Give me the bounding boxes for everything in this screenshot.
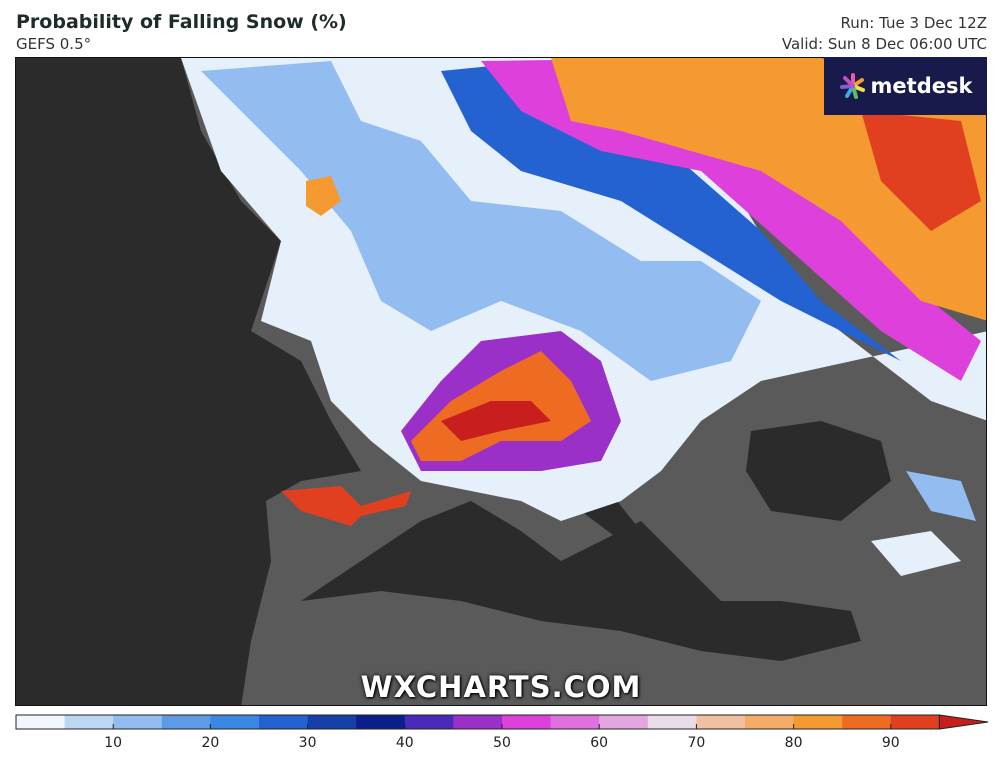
turkey-snow [871,531,961,576]
snow-area-10 [201,61,761,381]
colorbar-tick-label: 80 [784,735,803,751]
colorbar-bin [696,715,746,729]
colorbar-bin [356,715,406,729]
colorbar [15,714,989,730]
colorbar-bin [404,715,454,729]
watermark: WXCHARTS.COM [360,670,642,704]
colorbar-bin [842,715,892,729]
run-info: Run: Tue 3 Dec 12Z Valid: Sun 8 Dec 06:0… [782,13,987,55]
run-time: Run: Tue 3 Dec 12Z [840,14,987,32]
colorbar-tick-label: 40 [395,735,414,751]
colorbar-tick-label: 50 [493,735,511,751]
colorbar-bin [647,715,697,729]
colorbar-bin [550,715,600,729]
map-svg [16,58,986,705]
colorbar-bin [210,715,260,729]
metdesk-logo: metdesk [824,57,987,115]
snow-probability-map [15,57,987,706]
flower-burst-icon [839,73,865,99]
scotland-snow [306,176,341,216]
colorbar-tick-label: 60 [590,735,609,751]
caucasus-snow [906,471,976,521]
colorbar-bin [113,715,163,729]
valid-time: Valid: Sun 8 Dec 06:00 UTC [781,35,987,53]
chart-title: Probability of Falling Snow (%) [16,11,347,33]
snow-area-50 [481,58,981,381]
colorbar-extend-arrow [938,714,989,730]
colorbar-bin [64,715,114,729]
snow-area-30 [441,61,901,361]
colorbar-bin [161,715,211,729]
colorbar-bin [453,715,503,729]
colorbar-bin [793,715,843,729]
colorbar-bin [16,715,66,729]
colorbar-bin [890,715,940,729]
colorbar-tick-label: 20 [201,735,220,751]
colorbar-outline [15,714,940,730]
colorbar-bin [745,715,795,729]
colorbar-tick-label: 30 [298,735,317,751]
colorbar-bin [502,715,552,729]
colorbar-bin [259,715,309,729]
colorbar-tick-label: 70 [687,735,706,751]
colorbar-tick-label: 10 [104,735,123,751]
colorbar-bin [307,715,357,729]
alps-snow-95 [441,401,551,441]
logo-text: metdesk [870,74,973,98]
colorbar-tick-label: 90 [881,735,900,751]
pyrenees-snow [281,486,411,526]
model-subtitle: GEFS 0.5° [16,35,92,53]
atlantic-ocean [16,58,361,705]
mediterranean-sea [301,501,861,661]
colorbar-bin [599,715,649,729]
snow-area-90 [861,111,981,231]
black-sea [746,421,891,521]
